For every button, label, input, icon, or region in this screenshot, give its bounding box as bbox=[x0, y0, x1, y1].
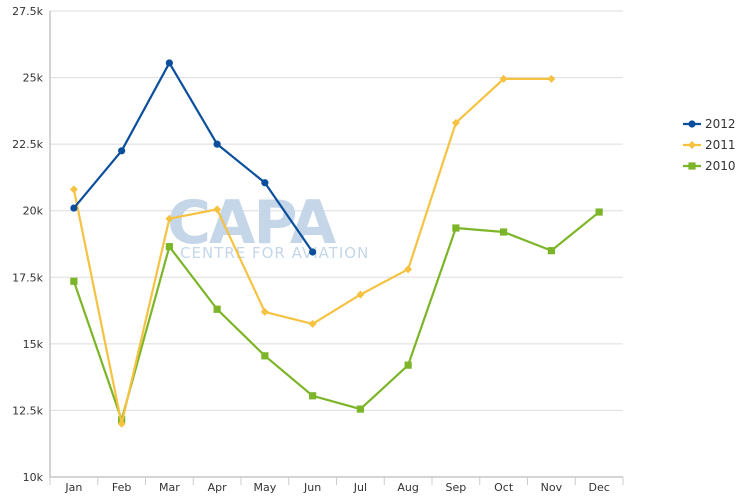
legend-marker bbox=[688, 120, 696, 128]
data-point-2011 bbox=[213, 205, 222, 214]
series-line-2010 bbox=[72, 211, 600, 421]
y-tick-label: 25k bbox=[23, 72, 44, 85]
x-tick-label: Dec bbox=[588, 481, 609, 494]
y-tick-label: 27.5k bbox=[12, 5, 43, 18]
x-tick-label: Sep bbox=[446, 481, 467, 494]
x-tick-label: Mar bbox=[159, 481, 180, 494]
legend-marker bbox=[688, 162, 696, 170]
legend-label: 2012 bbox=[705, 117, 736, 131]
x-tick-label: Nov bbox=[541, 481, 563, 494]
grid-lines bbox=[50, 10, 623, 478]
data-point-2010 bbox=[404, 361, 412, 369]
legend: 2012 2011 2010 bbox=[683, 117, 736, 173]
series-2012 bbox=[70, 59, 317, 256]
x-tick-label: Jul bbox=[353, 481, 367, 494]
data-point-2010 bbox=[70, 277, 78, 285]
data-point-2011 bbox=[356, 290, 365, 299]
x-tick-label: Apr bbox=[208, 481, 228, 494]
data-point-2011 bbox=[499, 74, 508, 83]
series-2010 bbox=[70, 208, 603, 424]
data-point-2012 bbox=[70, 204, 78, 212]
legend-label: 2011 bbox=[705, 138, 736, 152]
data-point-2010 bbox=[309, 392, 317, 400]
data-point-2010 bbox=[595, 208, 603, 216]
legend-item-2012[interactable]: 2012 bbox=[683, 117, 736, 131]
data-point-2010 bbox=[213, 305, 221, 313]
y-tick-label: 17.5k bbox=[12, 271, 43, 284]
legend-marker bbox=[688, 141, 696, 149]
series-group bbox=[69, 59, 603, 428]
data-point-2010 bbox=[547, 247, 555, 255]
data-point-2012 bbox=[118, 147, 126, 155]
legend-label: 2010 bbox=[705, 159, 736, 173]
x-tick-label: May bbox=[254, 481, 277, 494]
capa-watermark-logo: CAPA CENTRE FOR AVIATION bbox=[167, 188, 369, 262]
y-tick-label: 20k bbox=[23, 205, 44, 218]
x-tick-label: Jun bbox=[303, 481, 321, 494]
data-point-2010 bbox=[356, 405, 364, 413]
x-tick-label: Aug bbox=[397, 481, 418, 494]
data-point-2011 bbox=[165, 214, 174, 223]
data-point-2011 bbox=[117, 419, 126, 428]
series-line-2012 bbox=[73, 61, 314, 253]
watermark-tagline: CENTRE FOR AVIATION bbox=[180, 244, 369, 262]
legend-item-2010[interactable]: 2010 bbox=[683, 159, 736, 173]
data-point-2011 bbox=[69, 185, 78, 194]
series-2011 bbox=[69, 74, 556, 428]
y-axis: 10k 12.5k 15k 17.5k 20k 22.5k 25k 27.5k bbox=[12, 5, 51, 484]
x-axis: Jan Feb Mar Apr May Jun Jul Aug Sep Oct Nov Dec bbox=[49, 477, 624, 494]
watermark-logo-text: CAPA bbox=[167, 188, 337, 258]
data-point-2011 bbox=[260, 307, 269, 316]
data-point-2010 bbox=[165, 243, 173, 251]
data-point-2012 bbox=[309, 248, 317, 256]
y-tick-label: 15k bbox=[23, 338, 44, 351]
x-tick-label: Oct bbox=[494, 481, 514, 494]
data-point-2010 bbox=[452, 224, 460, 232]
data-point-2011 bbox=[547, 74, 556, 83]
data-point-2012 bbox=[261, 179, 269, 187]
y-tick-label: 10k bbox=[23, 471, 44, 484]
y-tick-label: 22.5k bbox=[12, 138, 43, 151]
data-point-2010 bbox=[500, 228, 508, 236]
data-point-2010 bbox=[261, 352, 269, 360]
y-tick-label: 12.5k bbox=[12, 404, 43, 417]
data-point-2011 bbox=[308, 319, 317, 328]
x-tick-label: Feb bbox=[112, 481, 131, 494]
data-point-2012 bbox=[165, 59, 173, 67]
data-point-2011 bbox=[451, 118, 460, 127]
legend-item-2011[interactable]: 2011 bbox=[683, 138, 736, 152]
x-tick-label: Jan bbox=[64, 481, 82, 494]
data-point-2012 bbox=[213, 140, 221, 148]
data-point-2011 bbox=[404, 265, 413, 274]
